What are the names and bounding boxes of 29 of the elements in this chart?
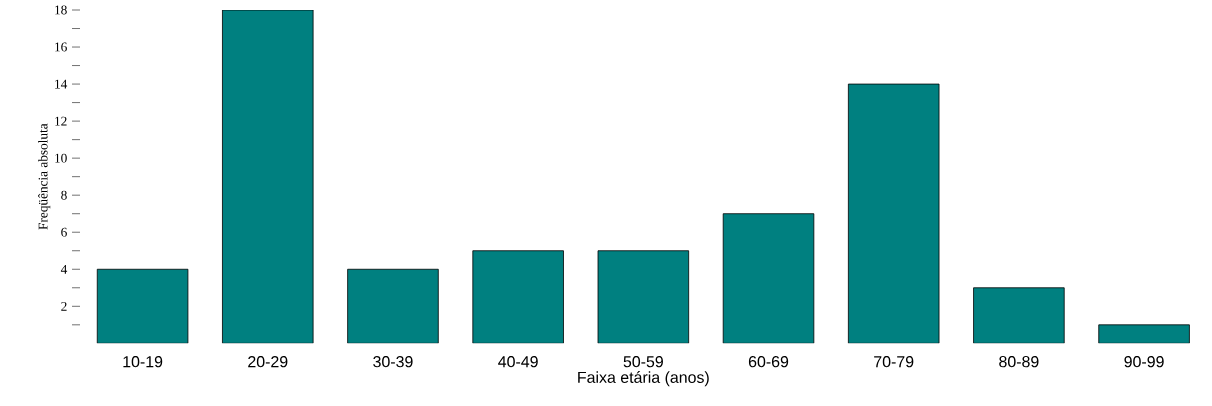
x-tick-label: 10-19 [123,356,163,368]
y-tick-label: 8 [61,190,67,200]
y-tick-label: 12 [55,116,67,126]
x-tick-label: 20-29 [248,356,288,368]
y-tick-label: 16 [55,42,67,52]
y-axis-title: Freqüência absoluta [38,123,51,230]
x-tick-label: 80-89 [999,356,1039,368]
x-tick-label: 90-99 [1124,356,1164,368]
bar [722,213,815,344]
x-tick-label: 70-79 [874,356,914,368]
y-tick-label: 10 [55,153,67,163]
x-axis-title: Faixa etária (anos) [578,371,709,387]
y-tick-label: 14 [55,79,68,89]
x-tick-label: 50-59 [623,356,663,368]
x-tick-label: 40-49 [498,356,538,368]
x-tick-label: 60-69 [748,356,789,368]
bar [847,83,940,344]
bar [96,268,189,344]
bar [472,250,564,344]
bar [597,250,690,344]
bar [1098,324,1190,344]
bar [973,287,1065,344]
bar [347,268,439,344]
y-tick-label: 2 [61,301,67,311]
x-tick-label: 30-39 [373,356,413,368]
y-tick-label: 18 [55,5,67,15]
y-tick-label: 6 [61,227,67,237]
bar [222,10,314,344]
y-tick-label: 4 [60,264,68,274]
